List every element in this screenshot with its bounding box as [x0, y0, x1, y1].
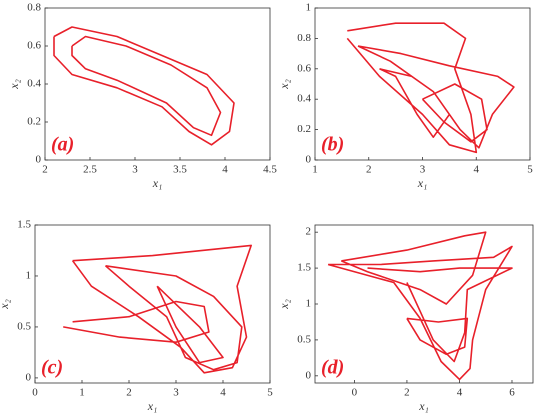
x-tick-label: 2 [404, 387, 410, 399]
y-tick-label: 2 [306, 226, 312, 238]
y-tick-label: 0 [26, 371, 32, 383]
x-tick-label: 3 [132, 164, 138, 176]
y-tick-label: 0 [306, 369, 312, 381]
y-axis-label: x₂ [7, 79, 21, 90]
x-tick-label: 3 [173, 387, 179, 399]
y-tick-label: 0.6 [27, 40, 41, 52]
axes-box [314, 224, 534, 384]
y-tick-label: 0.8 [27, 2, 41, 14]
x-tick-label: 4 [222, 164, 228, 176]
x-tick-label: 2 [366, 164, 372, 176]
y-axis-label: x₂ [277, 299, 291, 310]
x-axis-label: x₁ [152, 176, 163, 190]
y-axis-label: x₂ [277, 79, 291, 90]
y-tick-label: 0.2 [27, 116, 41, 128]
trajectory [346, 22, 515, 154]
x-tick-label: 1 [79, 387, 85, 399]
x-tick-label: 5 [267, 387, 273, 399]
x-axis-label: x₁ [147, 399, 158, 413]
x-tick-label: 6 [509, 387, 515, 399]
x-tick-label: 3 [420, 164, 426, 176]
x-tick-label: 4 [474, 164, 480, 176]
x-tick-label: 2.5 [83, 164, 97, 176]
axes-box [44, 7, 271, 161]
panel-label: (c) [41, 357, 63, 379]
y-tick-label: 1 [26, 269, 32, 281]
x-tick-label: 0 [32, 387, 38, 399]
x-tick-label: 5 [527, 164, 533, 176]
y-tick-label: 0.6 [297, 62, 311, 74]
x-tick-label: 2 [42, 164, 48, 176]
axes-box [34, 224, 271, 384]
y-tick-label: 0.2 [297, 123, 311, 135]
y-axis-label: x₂ [0, 299, 11, 310]
y-tick-label: 0 [36, 154, 42, 166]
x-tick-label: 1 [312, 164, 318, 176]
y-tick-label: 1 [306, 2, 312, 14]
panel-label: (d) [321, 357, 344, 379]
x-axis-label: x₁ [418, 399, 429, 413]
y-tick-label: 1.5 [297, 262, 311, 274]
x-tick-label: 4 [220, 387, 226, 399]
x-tick-label: 4.5 [263, 164, 277, 176]
y-tick-label: 0 [306, 154, 312, 166]
y-tick-label: 1.5 [17, 219, 31, 231]
x-tick-label: 0 [352, 387, 358, 399]
x-tick-label: 3.5 [173, 164, 187, 176]
panel-label: (a) [51, 134, 74, 156]
y-tick-label: 0.4 [27, 78, 41, 90]
trajectory [63, 244, 252, 374]
y-tick-label: 0.4 [297, 93, 311, 105]
x-tick-label: 2 [126, 387, 132, 399]
y-tick-label: 1 [306, 298, 312, 310]
trajectory [327, 231, 513, 381]
y-tick-label: 0.5 [297, 333, 311, 345]
trajectory [53, 26, 235, 146]
x-tick-label: 4 [457, 387, 463, 399]
y-tick-label: 0.8 [297, 32, 311, 44]
x-axis-label: x₁ [417, 176, 428, 190]
panel-label: (b) [321, 134, 344, 156]
y-tick-label: 0.5 [17, 320, 31, 332]
